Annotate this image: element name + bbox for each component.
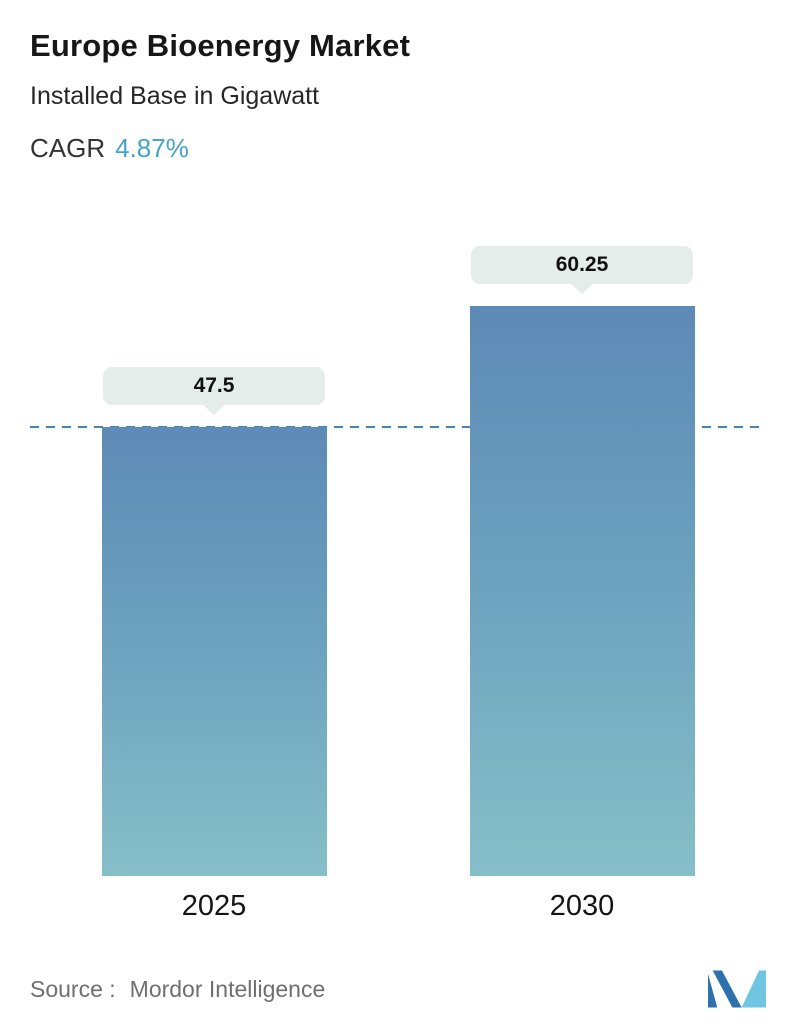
cagr-value: 4.87% [115,133,189,163]
bar-group-2025: 47.5 [30,366,398,876]
cagr-label: CAGR [30,133,106,163]
bar-2030 [469,306,695,876]
x-label-2030: 2030 [549,890,615,922]
cagr-row: CAGR 4.87% [30,133,766,164]
value-label-2030: 60.25 [471,246,693,285]
callout-pointer-icon [571,284,593,295]
reference-line [30,425,766,428]
mordor-intelligence-logo [708,970,766,1008]
chart-title: Europe Bioenergy Market [30,28,411,63]
x-label-2025: 2025 [181,890,247,922]
chart-header: Europe Bioenergy Market Installed Base i… [0,0,796,164]
source-value: Mordor Intelligence [129,975,326,1002]
callout-pointer-icon [203,404,225,415]
value-callout-2025: 47.5 [103,366,325,415]
x-axis-labels: 2025 2030 [30,890,766,923]
bar-group-2030: 60.25 [398,246,766,876]
chart-subtitle: Installed Base in Gigawatt [30,82,320,110]
bar-2025 [101,426,327,876]
value-label-2025: 47.5 [103,366,325,405]
chart-footer: Source : Mordor Intelligence [30,970,766,1008]
value-callout-2030: 60.25 [471,246,693,295]
source-label: Source : [30,975,116,1002]
bar-chart: 47.5 60.25 [30,226,766,876]
bars-row: 47.5 60.25 [30,226,766,876]
source-attribution: Source : Mordor Intelligence [30,976,325,1003]
